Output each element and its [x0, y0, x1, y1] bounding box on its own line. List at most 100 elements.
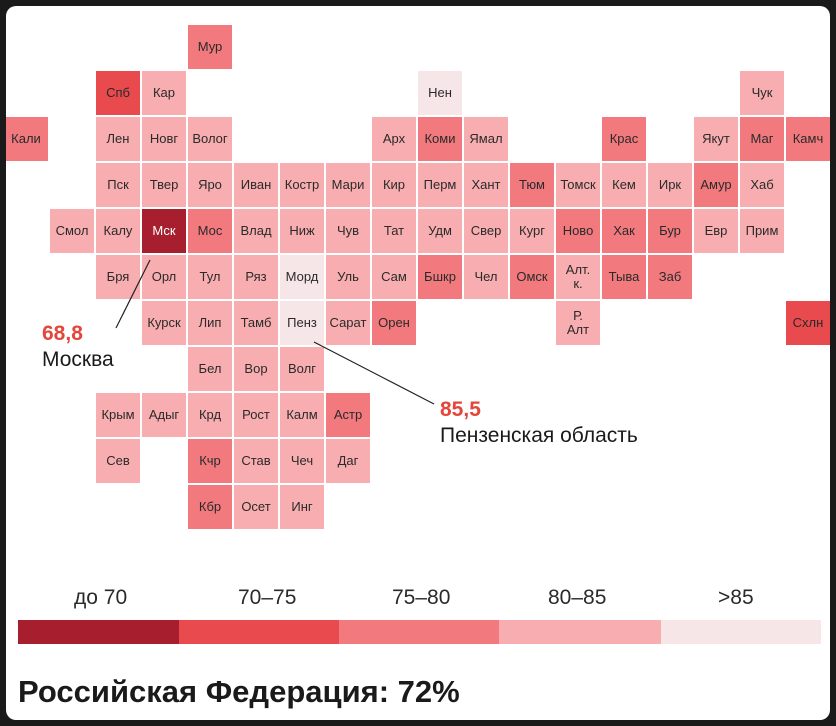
region-tile: Хак	[602, 209, 646, 253]
region-tile: Чеч	[280, 439, 324, 483]
region-tile: Евр	[694, 209, 738, 253]
region-tile: Рост	[234, 393, 278, 437]
region-tile: Волг	[280, 347, 324, 391]
region-tile: Мари	[326, 163, 370, 207]
region-tile: Астр	[326, 393, 370, 437]
region-tile: Тамб	[234, 301, 278, 345]
region-tile: Кар	[142, 71, 186, 115]
penza-value: 85,5	[440, 398, 481, 421]
region-tile: Якут	[694, 117, 738, 161]
region-tile: Алт. к.	[556, 255, 600, 299]
region-tile: Ново	[556, 209, 600, 253]
region-tile: Крд	[188, 393, 232, 437]
region-tile: Сам	[372, 255, 416, 299]
region-tile: Прим	[740, 209, 784, 253]
legend-label-0: до 70	[74, 586, 128, 609]
region-tile: Вор	[234, 347, 278, 391]
region-tile: Хант	[464, 163, 508, 207]
region-tile: Калм	[280, 393, 324, 437]
region-tile: Чув	[326, 209, 370, 253]
region-tile: Сарат	[326, 301, 370, 345]
region-tile: Крым	[96, 393, 140, 437]
tile-map: Мур Спб Кар Нен Чук Кали Лен Новг Волог Арх Коми Ям…	[6, 6, 830, 566]
region-tile: Влад	[234, 209, 278, 253]
moscow-value: 68,8	[42, 322, 83, 345]
region-tile: Пск	[96, 163, 140, 207]
region-tile: Свер	[464, 209, 508, 253]
region-tile: Спб	[96, 71, 140, 115]
region-tile: Кбр	[188, 485, 232, 529]
legend-label-2: 75–80	[392, 586, 451, 609]
region-tile: Инг	[280, 485, 324, 529]
region-tile: Иван	[234, 163, 278, 207]
region-tile: Коми	[418, 117, 462, 161]
region-tile: Амур	[694, 163, 738, 207]
region-tile: Уль	[326, 255, 370, 299]
region-tile: Кург	[510, 209, 554, 253]
region-tile: Чук	[740, 71, 784, 115]
region-tile: Орл	[142, 255, 186, 299]
legend-swatch-2	[339, 620, 499, 644]
penza-label: Пензенская область	[440, 424, 638, 447]
region-tile: Лен	[96, 117, 140, 161]
region-tile: Лип	[188, 301, 232, 345]
region-tile: Арх	[372, 117, 416, 161]
region-tile: Хаб	[740, 163, 784, 207]
region-tile: Новг	[142, 117, 186, 161]
legend-label-4: >85	[718, 586, 754, 609]
region-tile: Мос	[188, 209, 232, 253]
region-tile: Сев	[96, 439, 140, 483]
region-tile: Удм	[418, 209, 462, 253]
region-tile: Чел	[464, 255, 508, 299]
moscow-label: Москва	[42, 348, 114, 371]
region-tile: Ирк	[648, 163, 692, 207]
region-tile: Маг	[740, 117, 784, 161]
region-tile: Кчр	[188, 439, 232, 483]
region-tile: Пенз	[280, 301, 324, 345]
region-tile: Бел	[188, 347, 232, 391]
region-tile: Тат	[372, 209, 416, 253]
region-tile: Камч	[786, 117, 830, 161]
region-tile: Курск	[142, 301, 186, 345]
region-tile: Даг	[326, 439, 370, 483]
region-tile: Ряз	[234, 255, 278, 299]
region-tile: Крас	[602, 117, 646, 161]
region-tile: Омск	[510, 255, 554, 299]
legend-label-1: 70–75	[238, 586, 297, 609]
region-tile: Яро	[188, 163, 232, 207]
region-tile: Кем	[602, 163, 646, 207]
region-tile: Ямал	[464, 117, 508, 161]
region-tile: Заб	[648, 255, 692, 299]
region-tile: Нен	[418, 71, 462, 115]
legend-label-3: 80–85	[548, 586, 607, 609]
legend-swatch-0	[18, 620, 179, 644]
region-tile: Твер	[142, 163, 186, 207]
region-tile: Перм	[418, 163, 462, 207]
region-tile: Став	[234, 439, 278, 483]
region-tile: Волог	[188, 117, 232, 161]
penza-callout-line	[313, 341, 435, 405]
region-tile: Кали	[6, 117, 48, 161]
region-tile: Смол	[50, 209, 94, 253]
legend-swatch-3	[499, 620, 661, 644]
region-tile: Бря	[96, 255, 140, 299]
legend-swatch-1	[179, 620, 339, 644]
region-tile: Орен	[372, 301, 416, 345]
region-tile: Тул	[188, 255, 232, 299]
region-tile: Мур	[188, 25, 232, 69]
region-tile: Мск	[142, 209, 186, 253]
region-tile: Калу	[96, 209, 140, 253]
region-tile: Тюм	[510, 163, 554, 207]
region-tile: Р. Алт	[556, 301, 600, 345]
region-tile: Томск	[556, 163, 600, 207]
region-tile: Костр	[280, 163, 324, 207]
footer-summary: Российская Федерация: 72%	[18, 674, 460, 709]
chart-frame: Мур Спб Кар Нен Чук Кали Лен Новг Волог Арх Коми Ям…	[6, 6, 830, 720]
region-tile: Адыг	[142, 393, 186, 437]
region-tile: Кир	[372, 163, 416, 207]
legend-swatch-4	[661, 620, 821, 644]
region-tile: Ниж	[280, 209, 324, 253]
region-tile: Морд	[280, 255, 324, 299]
region-tile: Бур	[648, 209, 692, 253]
region-tile: Схлн	[786, 301, 830, 345]
